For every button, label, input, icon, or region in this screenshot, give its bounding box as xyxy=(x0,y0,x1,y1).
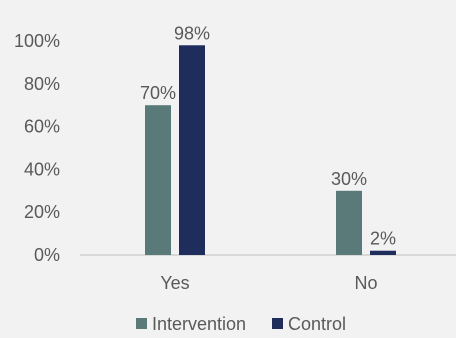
x-axis-labels: Yes No xyxy=(160,273,377,293)
y-tick-label: 40% xyxy=(24,159,60,179)
x-category-label: No xyxy=(354,273,377,293)
legend-swatch-intervention xyxy=(136,318,147,329)
data-label: 30% xyxy=(331,169,367,189)
bar-control-yes xyxy=(179,45,205,255)
bar-intervention-yes xyxy=(145,105,171,255)
data-label: 98% xyxy=(174,23,210,43)
data-label: 2% xyxy=(370,229,396,249)
x-category-label: Yes xyxy=(160,273,189,293)
legend: Intervention Control xyxy=(136,314,346,334)
y-tick-label: 0% xyxy=(34,245,60,265)
bars-group xyxy=(145,45,396,255)
legend-label: Intervention xyxy=(152,314,246,333)
y-axis-ticks: 0% 20% 40% 60% 80% 100% xyxy=(14,31,60,265)
data-label: 70% xyxy=(140,83,176,103)
data-labels: 70% 98% 30% 2% xyxy=(140,23,396,248)
y-tick-label: 20% xyxy=(24,202,60,222)
y-tick-label: 60% xyxy=(24,117,60,137)
bar-intervention-no xyxy=(336,190,362,255)
bar-control-no xyxy=(370,250,396,255)
legend-swatch-control xyxy=(272,318,283,329)
y-tick-label: 80% xyxy=(24,74,60,94)
y-tick-label: 100% xyxy=(14,31,60,51)
legend-label: Control xyxy=(288,314,346,333)
